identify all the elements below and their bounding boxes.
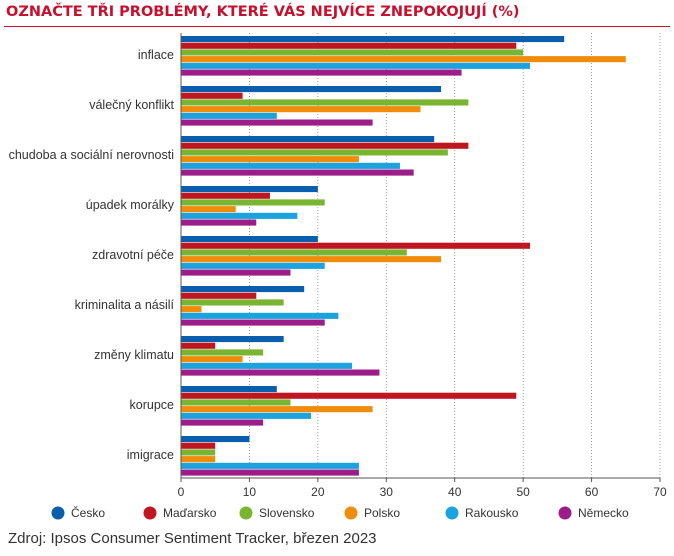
bar xyxy=(181,186,318,193)
category-label: úpadek morálky xyxy=(86,198,175,212)
bar xyxy=(181,369,380,376)
bar xyxy=(181,399,291,406)
bar xyxy=(181,336,284,343)
bar xyxy=(181,269,291,276)
bar xyxy=(181,262,325,269)
bar xyxy=(181,169,414,176)
category-label: kriminalita a násilí xyxy=(75,298,175,312)
x-tick-label: 20 xyxy=(311,485,325,499)
bar xyxy=(181,436,250,443)
bar xyxy=(181,142,469,149)
bar xyxy=(181,299,284,306)
bar xyxy=(181,306,202,313)
legend-marker xyxy=(445,506,459,520)
bar xyxy=(181,249,407,256)
category-label: korupce xyxy=(130,398,175,412)
x-tick-label: 0 xyxy=(178,485,185,499)
bar xyxy=(181,362,353,369)
category-label: změny klimatu xyxy=(94,348,174,362)
chart-title: OZNAČTE TŘI PROBLÉMY, KTERÉ VÁS NEJVÍCE … xyxy=(6,4,520,20)
legend-label: Německo xyxy=(578,506,629,520)
bar xyxy=(181,162,400,169)
bar xyxy=(181,86,442,93)
x-tick-label: 60 xyxy=(585,485,599,499)
bar xyxy=(181,469,359,476)
bar xyxy=(181,319,325,326)
category-label: imigrace xyxy=(127,448,174,462)
legend-label: Maďarsko xyxy=(163,506,217,520)
bar xyxy=(181,219,257,226)
legend-label: Rakousko xyxy=(465,506,519,520)
bar xyxy=(181,419,264,426)
category-label: inflace xyxy=(138,48,174,62)
x-tick-label: 10 xyxy=(243,485,257,499)
bar xyxy=(181,92,243,99)
bar xyxy=(181,136,435,143)
x-tick-label: 30 xyxy=(380,485,394,499)
bar xyxy=(181,192,270,199)
category-label: válečný konflikt xyxy=(89,98,174,112)
legend-label: Slovensko xyxy=(259,506,315,520)
legend-marker xyxy=(239,506,253,520)
bar xyxy=(181,69,462,76)
bar xyxy=(181,212,298,219)
category-label: chudoba a sociální nerovnosti xyxy=(9,148,174,162)
bar-chart: inflace válečný konflikt chudoba a sociáln… xyxy=(9,33,667,520)
category-label: zdravotní péče xyxy=(92,248,174,262)
bar xyxy=(181,392,517,399)
bar xyxy=(181,386,277,393)
bar xyxy=(181,349,264,356)
bar xyxy=(181,342,216,349)
bar xyxy=(181,449,216,456)
bar xyxy=(181,286,305,293)
bar xyxy=(181,356,243,363)
legend-marker xyxy=(51,506,65,520)
bar xyxy=(181,206,236,213)
title-underline xyxy=(4,26,670,27)
bar xyxy=(181,42,517,49)
bar xyxy=(181,62,530,69)
x-tick-label: 40 xyxy=(448,485,462,499)
legend-label: Polsko xyxy=(364,506,400,520)
legend-marker xyxy=(344,506,358,520)
bar xyxy=(181,149,448,156)
legend-marker xyxy=(143,506,157,520)
bar xyxy=(181,36,565,43)
bar xyxy=(181,462,359,469)
bar xyxy=(181,56,626,63)
bar xyxy=(181,106,421,113)
bar xyxy=(181,112,277,119)
bar xyxy=(181,442,216,449)
bar xyxy=(181,312,339,319)
bar xyxy=(181,256,442,263)
bar xyxy=(181,412,312,419)
legend-marker xyxy=(558,506,572,520)
bar xyxy=(181,406,373,413)
bar xyxy=(181,99,469,106)
x-tick-label: 70 xyxy=(653,485,667,499)
bar xyxy=(181,236,318,243)
bar xyxy=(181,292,257,299)
bar xyxy=(181,156,359,163)
bar xyxy=(181,242,530,249)
x-tick-label: 50 xyxy=(516,485,530,499)
bar xyxy=(181,119,373,126)
legend-label: Česko xyxy=(71,505,105,520)
bar xyxy=(181,456,216,463)
source-note: Zdroj: Ipsos Consumer Sentiment Tracker,… xyxy=(8,530,377,547)
bar xyxy=(181,199,325,206)
bar xyxy=(181,49,524,56)
